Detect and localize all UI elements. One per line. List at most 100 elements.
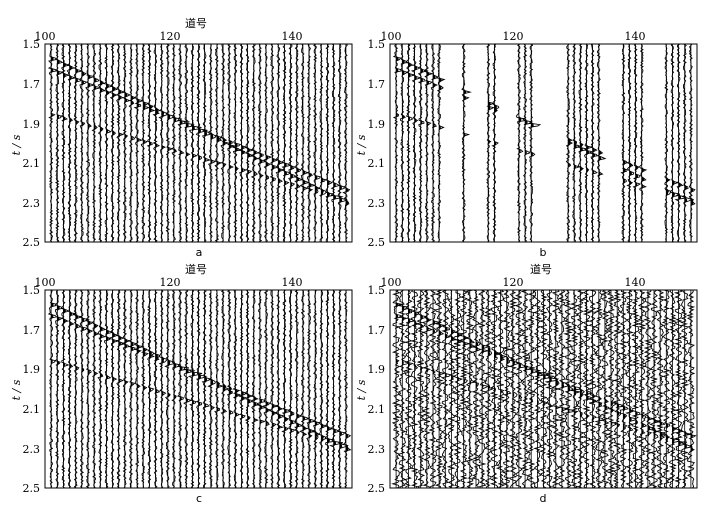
trace-133-event-2 xyxy=(247,415,250,422)
panel-c-ylabel: t / s xyxy=(10,379,23,400)
trace-132-event-0 xyxy=(586,395,589,402)
trace-120-event-2 xyxy=(512,391,515,398)
trace-117-event-2 xyxy=(149,386,152,393)
trace-136-event-0 xyxy=(611,407,614,414)
trace-147-wiggle xyxy=(329,289,344,489)
trace-137-wiggle xyxy=(612,289,625,489)
trace-123-wiggle xyxy=(527,43,542,243)
trace-104-event-1 xyxy=(69,320,72,327)
trace-140-event-2 xyxy=(290,427,293,434)
trace-117-event-1 xyxy=(149,353,152,360)
trace-149-event-2 xyxy=(690,197,693,204)
trace-126-event-2 xyxy=(204,402,207,409)
trace-140-wiggle xyxy=(632,44,642,243)
trace-146-event-1 xyxy=(327,179,330,186)
panel-c-ytick-1-5: 1.5 xyxy=(23,284,41,297)
trace-141-event-2 xyxy=(641,183,644,190)
trace-113-event-0 xyxy=(469,338,473,344)
trace-102-event-0 xyxy=(402,58,405,65)
trace-108-event-1 xyxy=(439,330,442,337)
panel-b-caption: b xyxy=(540,246,547,259)
trace-129-event-2 xyxy=(223,408,225,414)
trace-105-event-1 xyxy=(420,323,423,330)
trace-125-event-2 xyxy=(198,154,201,161)
trace-121-wiggle xyxy=(514,289,529,488)
trace-113-event-1 xyxy=(124,97,128,104)
trace-101-event-1 xyxy=(51,313,54,320)
trace-134-event-1 xyxy=(253,149,256,156)
trace-141-wiggle xyxy=(637,289,648,489)
trace-144-wiggle xyxy=(311,289,322,489)
trace-127-wiggle xyxy=(207,43,217,243)
trace-136-event-1 xyxy=(266,400,269,407)
panel-c-xtick-140: 140 xyxy=(282,276,303,289)
trace-144-wiggle xyxy=(312,43,322,243)
trace-121-event-2 xyxy=(173,147,176,154)
trace-135-event-2 xyxy=(259,172,262,179)
trace-138-event-0 xyxy=(278,413,281,420)
trace-141-event-2 xyxy=(641,429,644,436)
trace-107-wiggle xyxy=(430,43,438,243)
trace-143-event-2 xyxy=(309,186,311,193)
trace-145-event-2 xyxy=(321,436,324,443)
trace-119-event-1 xyxy=(161,112,164,119)
trace-108-event-2 xyxy=(439,124,441,131)
trace-123-wiggle xyxy=(526,289,541,489)
trace-115-event-2 xyxy=(482,383,484,389)
trace-134-wiggle xyxy=(251,289,260,489)
panel-d-xtick-100: 100 xyxy=(381,276,402,289)
trace-110-event-2 xyxy=(106,374,109,381)
trace-122-event-1 xyxy=(180,365,183,372)
panel-d-xtick-140: 140 xyxy=(625,276,646,289)
trace-103-wiggle xyxy=(60,289,71,489)
trace-126-event-2 xyxy=(549,402,552,409)
trace-138-event-2 xyxy=(278,178,281,184)
trace-125-wiggle xyxy=(195,43,208,243)
trace-145-event-2 xyxy=(666,190,669,197)
trace-132-event-1 xyxy=(586,390,589,397)
trace-109-event-1 xyxy=(100,87,103,94)
trace-138-event-1 xyxy=(278,405,281,412)
trace-106-event-2 xyxy=(426,367,429,373)
trace-101-event-0 xyxy=(396,301,399,308)
trace-147-event-1 xyxy=(333,182,336,188)
trace-128-wiggle xyxy=(214,289,225,489)
trace-105-wiggle xyxy=(72,289,83,489)
trace-123-event-2 xyxy=(186,397,188,404)
trace-101-event-0 xyxy=(396,55,399,62)
trace-126-wiggle xyxy=(202,43,212,243)
trace-105-event-2 xyxy=(420,365,423,372)
trace-105-event-2 xyxy=(75,365,78,372)
trace-137-event-1 xyxy=(272,403,275,410)
trace-146-wiggle xyxy=(670,43,681,243)
trace-108-event-0 xyxy=(94,77,97,83)
trace-117-wiggle xyxy=(146,43,156,243)
trace-136-wiggle xyxy=(606,289,619,489)
trace-147-wiggle xyxy=(330,43,344,243)
trace-126-event-1 xyxy=(204,129,207,136)
trace-102-event-2 xyxy=(402,359,404,366)
trace-116-event-2 xyxy=(488,384,490,391)
trace-103-event-0 xyxy=(408,307,411,314)
trace-125-event-2 xyxy=(543,400,545,407)
trace-115-event-1 xyxy=(482,348,485,355)
trace-142-event-0 xyxy=(302,179,306,186)
trace-147-event-2 xyxy=(678,194,681,201)
trace-145-event-1 xyxy=(666,177,669,183)
trace-141-wiggle xyxy=(294,289,303,489)
trace-139-event-2 xyxy=(284,425,287,432)
trace-145-wiggle xyxy=(318,43,327,243)
trace-113-wiggle xyxy=(465,289,478,489)
trace-149-event-1 xyxy=(690,187,694,193)
trace-132-event-2 xyxy=(586,167,589,174)
trace-119-event-2 xyxy=(161,390,164,397)
trace-103-wiggle xyxy=(403,289,415,489)
trace-102-wiggle xyxy=(397,289,409,489)
trace-133-event-1 xyxy=(592,147,595,154)
trace-136-event-2 xyxy=(266,174,268,181)
trace-147-wiggle xyxy=(674,43,687,243)
trace-146-event-1 xyxy=(672,179,675,186)
panel-a-xlabel: 道号 xyxy=(185,16,207,30)
trace-118-wiggle xyxy=(152,43,161,243)
trace-105-event-1 xyxy=(75,77,78,84)
